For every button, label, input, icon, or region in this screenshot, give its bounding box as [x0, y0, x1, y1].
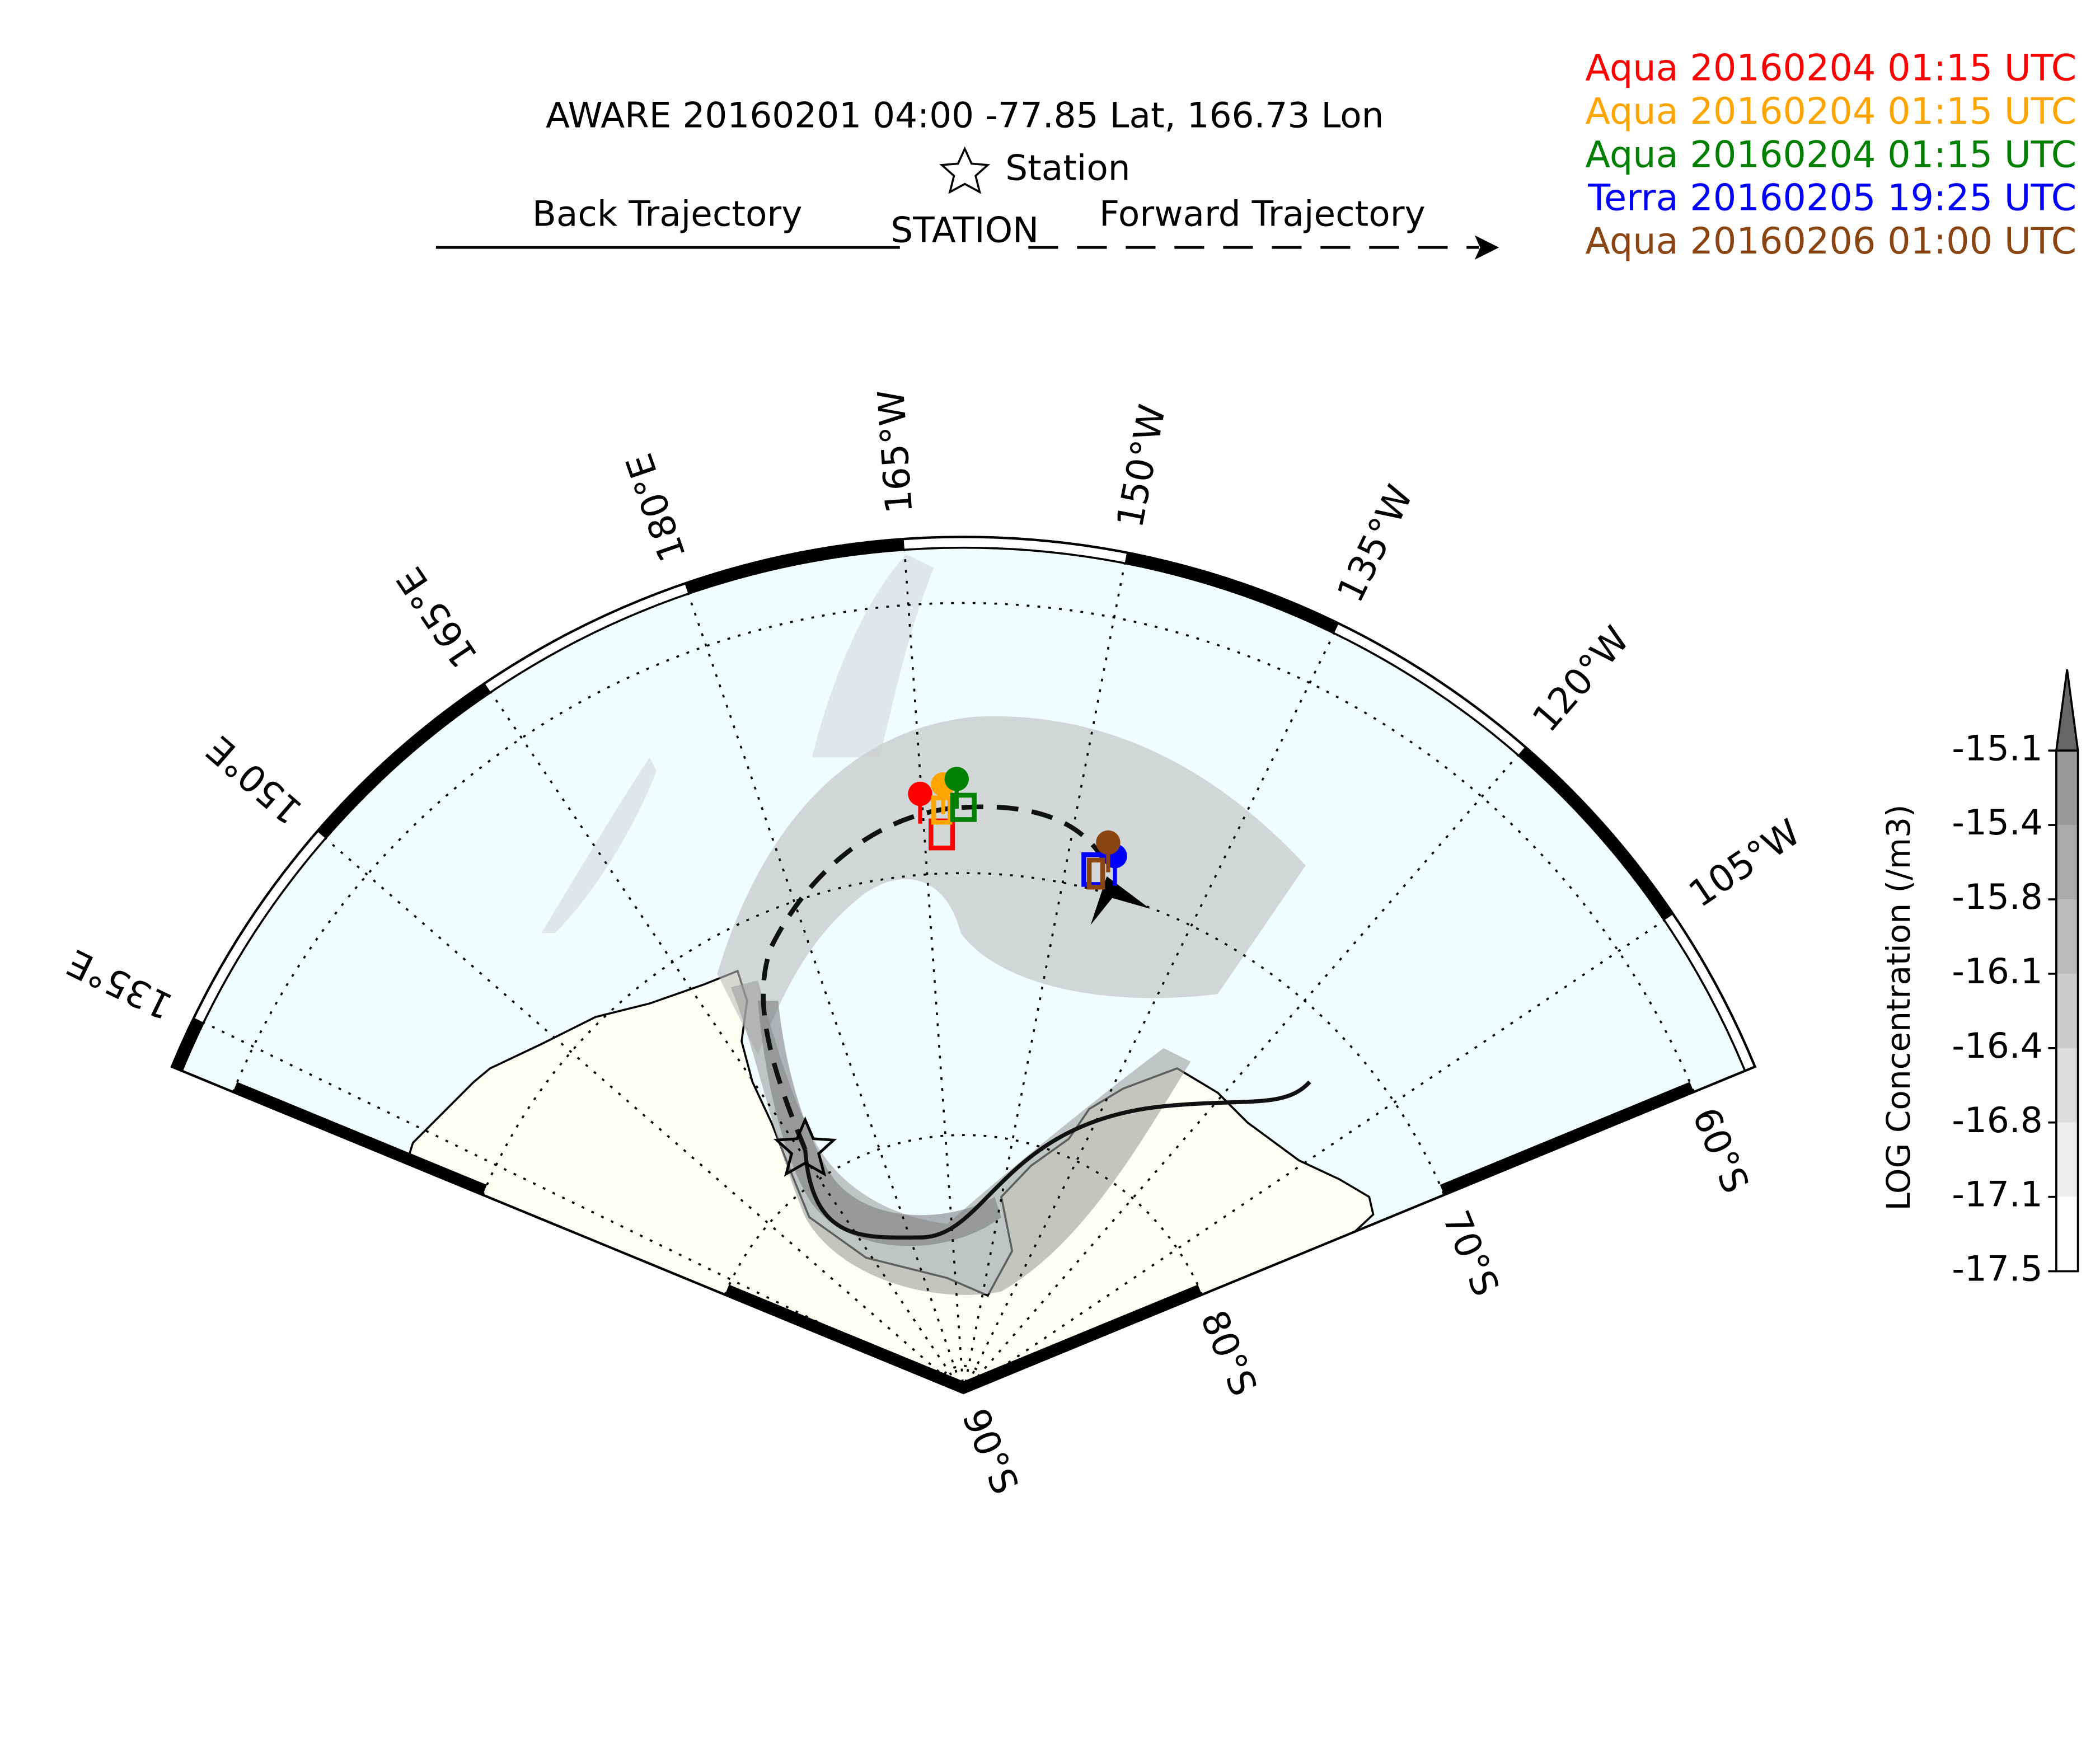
- frame-segment: [1518, 747, 1674, 921]
- meridian-line: [325, 837, 964, 1394]
- meridian-label: 135°E: [61, 941, 180, 1028]
- meridian-label: 150°W: [1109, 401, 1174, 531]
- forward-trajectory: [761, 804, 1109, 1151]
- meridian-label: 120°W: [1524, 618, 1638, 740]
- colorbar-tick-label: -15.8: [1952, 876, 2043, 917]
- parallel-line: [724, 1134, 1203, 1296]
- frame-outer: [170, 536, 1757, 1395]
- forward-trajectory-legend: Forward Trajectory: [1099, 194, 1426, 234]
- overpass-box: [1086, 857, 1105, 890]
- overpass-label: Aqua 20160204 01:15 UTC: [1585, 47, 2076, 90]
- overpass-marker: [944, 767, 969, 791]
- parallel-label: 90°S: [954, 1403, 1026, 1500]
- title: AWARE 20160201 04:00 -77.85 Lat, 166.73 …: [546, 95, 1384, 135]
- colorbar-label: LOG Concentration (/m3): [1879, 804, 1918, 1211]
- overpass-label: Aqua 20160204 01:15 UTC: [1585, 90, 2076, 133]
- meridian-line: [687, 593, 965, 1394]
- frame-inner: [180, 546, 1747, 1394]
- colorbar-tick-label: -16.1: [1952, 951, 2043, 992]
- colorbar-tick-label: -15.1: [1952, 728, 2043, 768]
- station-legend-star: [939, 146, 991, 194]
- colorbar-band: [2056, 899, 2078, 974]
- colorbar-tick-label: -16.8: [1952, 1100, 2043, 1141]
- frame-segment: [685, 539, 904, 594]
- clipped-layer: [203, 550, 1695, 1394]
- overpass-label: Terra 20160205 19:25 UTC: [1587, 177, 2076, 219]
- colorbar-band: [2056, 1048, 2078, 1123]
- back-trajectory-legend: Back Trajectory: [532, 194, 803, 234]
- colorbar-band: [2056, 825, 2078, 899]
- plume-core: [758, 1001, 1002, 1246]
- colorbar-extension: [2055, 669, 2079, 752]
- plume-faint: [541, 554, 934, 933]
- frame-segment: [317, 683, 491, 839]
- meridian-label: 150°E: [199, 728, 311, 832]
- forward-arrow: [1474, 235, 1499, 260]
- parallel-label: 70°S: [1434, 1205, 1507, 1302]
- parallel-label: 80°S: [1192, 1305, 1265, 1402]
- meridian-label: 135°W: [1329, 478, 1421, 609]
- colorbar-tick-label: -15.4: [1952, 802, 2043, 843]
- meridian-line: [962, 563, 1126, 1394]
- colorbar: -17.5 -17.1 -16.8 -16.4 -16.1 -15.8 -15.4 -15.1…: [1879, 669, 2079, 1289]
- overpass-box: [950, 792, 977, 822]
- forward-arrowhead: [1090, 876, 1150, 925]
- frame-segment: [1124, 552, 1339, 634]
- parallel-line: [481, 872, 1445, 1195]
- meridian-line: [903, 550, 965, 1394]
- meridian-label: 180°E: [618, 448, 694, 567]
- frame-segment: [959, 1284, 1202, 1394]
- overpass-marker: [1096, 830, 1121, 855]
- meridian-line: [963, 919, 1665, 1394]
- colorbar-frame: [2055, 749, 2079, 1273]
- map-area: 135°E 150°E 165°E 180°E 165°W 150°W 135°W 120°W…: [61, 388, 1808, 1500]
- overpass-label: Aqua 20160204 01:15 UTC: [1585, 133, 2076, 176]
- station-legend: Station: [1005, 148, 1130, 189]
- colorbar-band: [2056, 1122, 2078, 1197]
- station-text: STATION: [890, 210, 1039, 251]
- colorbar-band: [2056, 973, 2078, 1048]
- meridian-line: [490, 691, 964, 1394]
- parallel-line: [232, 602, 1695, 1092]
- frame-segment: [1440, 1082, 1694, 1195]
- overpass-marker: [908, 781, 932, 806]
- meridian-label: 165°W: [870, 388, 921, 515]
- frame-segment: [725, 1284, 968, 1394]
- colorbar-tick-label: -17.5: [1952, 1249, 2043, 1289]
- frame-segment: [233, 1082, 487, 1195]
- colorbar-tick-label: -17.1: [1952, 1174, 2043, 1215]
- plume-upper: [717, 716, 1306, 1055]
- meridian-line: [962, 632, 1335, 1394]
- overpass-label: Aqua 20160206 01:00 UTC: [1585, 220, 2076, 262]
- station-star: [774, 1116, 837, 1177]
- meridian-line: [962, 754, 1519, 1394]
- colorbar-band: [2056, 1197, 2078, 1272]
- meridian-label: 165°E: [389, 559, 486, 675]
- colorbar-tick-label: -16.4: [1952, 1025, 2043, 1066]
- parallel-label: 60°S: [1684, 1102, 1757, 1199]
- back-trajectory: [803, 1080, 1311, 1240]
- meridian-label: 105°W: [1681, 811, 1808, 916]
- colorbar-band: [2056, 750, 2078, 825]
